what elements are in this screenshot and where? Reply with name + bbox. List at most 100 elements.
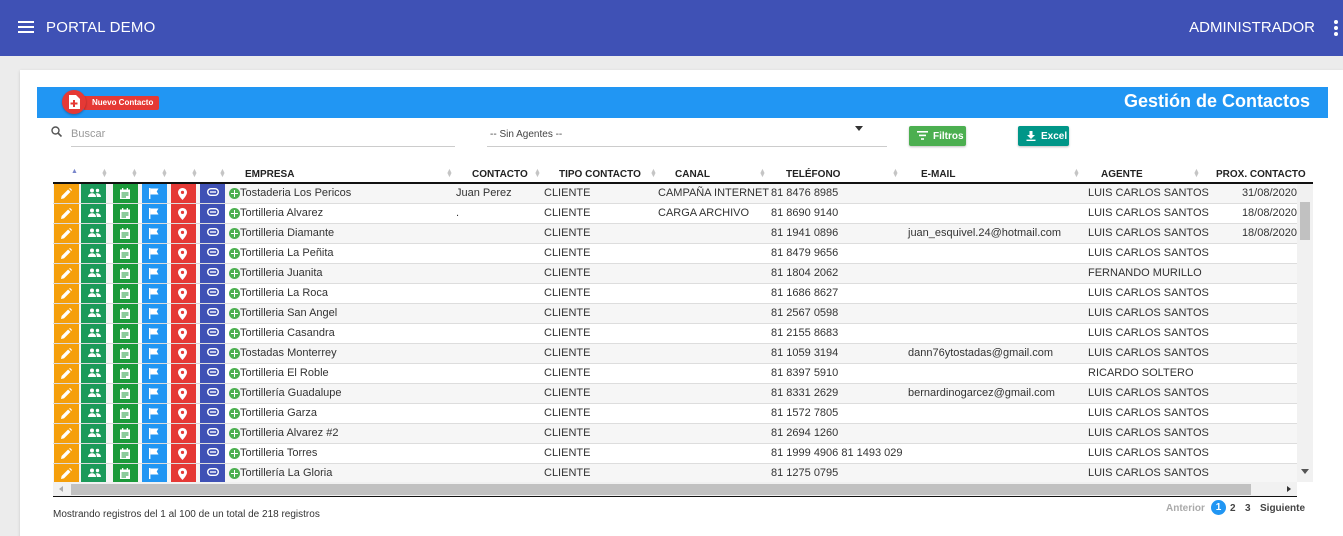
flag-button[interactable] xyxy=(142,444,167,463)
notes-button[interactable] xyxy=(113,244,138,263)
notes-button[interactable] xyxy=(113,224,138,243)
expand-row-icon[interactable] xyxy=(229,228,240,239)
link-button[interactable] xyxy=(200,324,225,343)
sort-arrow-icon[interactable]: ▲ ▼ xyxy=(191,168,198,179)
location-button[interactable] xyxy=(171,204,196,223)
location-button[interactable] xyxy=(171,264,196,283)
edit-button[interactable] xyxy=(54,464,79,482)
expand-row-icon[interactable] xyxy=(229,248,240,259)
column-header-contacto[interactable]: CONTACTO xyxy=(472,169,528,180)
expand-row-icon[interactable] xyxy=(229,448,240,459)
pagination-previous[interactable]: Anterior xyxy=(1166,503,1205,514)
expand-row-icon[interactable] xyxy=(229,388,240,399)
scroll-left-arrow-icon[interactable] xyxy=(59,486,63,492)
assign-contact-button[interactable] xyxy=(81,364,106,383)
table-row[interactable]: Tortilleria San Angel CLIENTE 81 2567 0598… xyxy=(53,304,1297,324)
pagination-next[interactable]: Siguiente xyxy=(1260,503,1306,514)
table-row[interactable]: Tortilleria Casandra CLIENTE 81 2155 8683 L… xyxy=(53,324,1297,344)
notes-button[interactable] xyxy=(113,464,138,482)
edit-button[interactable] xyxy=(54,364,79,383)
edit-button[interactable] xyxy=(54,324,79,343)
location-button[interactable] xyxy=(171,464,196,482)
link-button[interactable] xyxy=(200,424,225,443)
table-row[interactable]: Tortilleria La Peñita CLIENTE 81 8479 9656… xyxy=(53,244,1297,264)
pagination-page-2[interactable]: 2 xyxy=(1230,503,1236,514)
flag-button[interactable] xyxy=(142,344,167,363)
sort-arrow-icon[interactable]: ▲ ▼ xyxy=(101,168,108,179)
sort-arrow-icon[interactable]: ▲ ▼ xyxy=(892,168,899,179)
sort-arrow-icon[interactable]: ▲ ▼ xyxy=(219,168,226,179)
location-button[interactable] xyxy=(171,384,196,403)
expand-row-icon[interactable] xyxy=(229,368,240,379)
location-button[interactable] xyxy=(171,404,196,423)
column-header-telefono[interactable]: TELÉFONO xyxy=(786,169,841,180)
notes-button[interactable] xyxy=(113,384,138,403)
edit-button[interactable] xyxy=(54,384,79,403)
edit-button[interactable] xyxy=(54,404,79,423)
link-button[interactable] xyxy=(200,444,225,463)
flag-button[interactable] xyxy=(142,324,167,343)
sort-arrow-icon[interactable]: ▲ ▼ xyxy=(1073,168,1080,179)
notes-button[interactable] xyxy=(113,184,138,203)
expand-row-icon[interactable] xyxy=(229,188,240,199)
table-row[interactable]: Tortilleria Juanita CLIENTE 81 1804 2062 FE… xyxy=(53,264,1297,284)
flag-button[interactable] xyxy=(142,464,167,482)
link-button[interactable] xyxy=(200,384,225,403)
sort-arrow-icon[interactable]: ▲ xyxy=(71,168,78,175)
sort-arrow-icon[interactable]: ▲ ▼ xyxy=(1193,168,1200,179)
edit-button[interactable] xyxy=(54,244,79,263)
notes-button[interactable] xyxy=(113,204,138,223)
flag-button[interactable] xyxy=(142,224,167,243)
notes-button[interactable] xyxy=(113,264,138,283)
edit-button[interactable] xyxy=(54,204,79,223)
assign-contact-button[interactable] xyxy=(81,304,106,323)
flag-button[interactable] xyxy=(142,404,167,423)
sort-arrow-icon[interactable]: ▲ ▼ xyxy=(131,168,138,179)
assign-contact-button[interactable] xyxy=(81,324,106,343)
table-row[interactable]: Tortilleria Alvarez. CLIENTE CARGA ARCHIVO… xyxy=(53,204,1297,224)
column-header-prox-contacto[interactable]: PROX. CONTACTO xyxy=(1216,169,1306,180)
flag-button[interactable] xyxy=(142,304,167,323)
assign-contact-button[interactable] xyxy=(81,284,106,303)
assign-contact-button[interactable] xyxy=(81,204,106,223)
pagination-page-1[interactable]: 1 xyxy=(1211,500,1226,515)
search-input[interactable] xyxy=(71,122,455,147)
link-button[interactable] xyxy=(200,344,225,363)
notes-button[interactable] xyxy=(113,364,138,383)
expand-row-icon[interactable] xyxy=(229,328,240,339)
assign-contact-button[interactable] xyxy=(81,224,106,243)
flag-button[interactable] xyxy=(142,204,167,223)
column-header-tipo-contacto[interactable]: TIPO CONTACTO xyxy=(559,169,641,180)
assign-contact-button[interactable] xyxy=(81,184,106,203)
expand-row-icon[interactable] xyxy=(229,308,240,319)
edit-button[interactable] xyxy=(54,344,79,363)
flag-button[interactable] xyxy=(142,184,167,203)
agent-select[interactable]: -- Sin Agentes -- xyxy=(487,122,887,147)
notes-button[interactable] xyxy=(113,424,138,443)
link-button[interactable] xyxy=(200,284,225,303)
expand-row-icon[interactable] xyxy=(229,468,240,479)
expand-row-icon[interactable] xyxy=(229,288,240,299)
notes-button[interactable] xyxy=(113,344,138,363)
link-button[interactable] xyxy=(200,464,225,482)
sort-arrow-icon[interactable]: ▲ ▼ xyxy=(534,168,541,179)
assign-contact-button[interactable] xyxy=(81,424,106,443)
edit-button[interactable] xyxy=(54,184,79,203)
edit-button[interactable] xyxy=(54,264,79,283)
assign-contact-button[interactable] xyxy=(81,264,106,283)
table-row[interactable]: Tortilleria La Roca CLIENTE 81 1686 8627 LU… xyxy=(53,284,1297,304)
hamburger-menu-icon[interactable] xyxy=(18,21,34,35)
notes-button[interactable] xyxy=(113,284,138,303)
scrollbar-thumb[interactable] xyxy=(1300,202,1310,240)
edit-button[interactable] xyxy=(54,304,79,323)
expand-row-icon[interactable] xyxy=(229,428,240,439)
table-row[interactable]: Tortillería Guadalupe CLIENTE 81 8331 2629… xyxy=(53,384,1297,404)
edit-button[interactable] xyxy=(54,224,79,243)
link-button[interactable] xyxy=(200,264,225,283)
expand-row-icon[interactable] xyxy=(229,348,240,359)
location-button[interactable] xyxy=(171,444,196,463)
location-button[interactable] xyxy=(171,344,196,363)
vertical-scrollbar[interactable] xyxy=(1297,184,1313,482)
flag-button[interactable] xyxy=(142,244,167,263)
link-button[interactable] xyxy=(200,304,225,323)
